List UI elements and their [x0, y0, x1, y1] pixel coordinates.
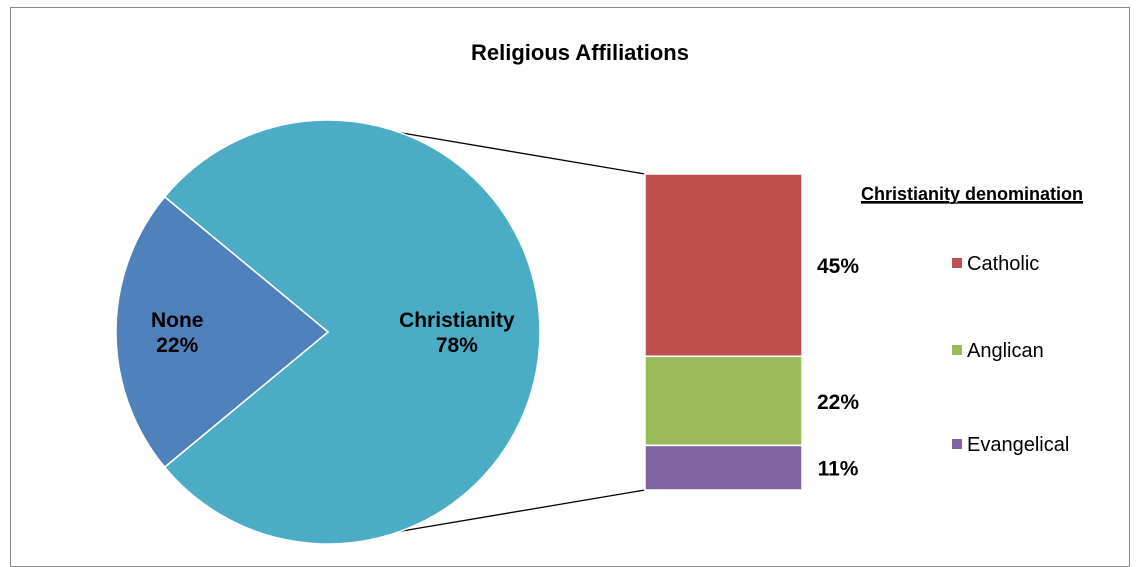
legend-label-catholic: Catholic — [967, 253, 1039, 275]
stacked-bar: 45% 22% 11% — [644, 173, 859, 491]
bar-segment-anglican — [644, 355, 803, 447]
pie-slice-none — [115, 195, 330, 469]
bar-value-label-anglican: 22% — [817, 391, 859, 414]
bar-value-label-catholic: 45% — [817, 255, 859, 278]
legend-swatch-evangelical — [952, 439, 962, 449]
pie-value-label-none: 22% — [156, 334, 198, 357]
bar-segment-catholic — [644, 173, 803, 358]
legend: Christianity denomination Catholic Anglica… — [860, 184, 1084, 456]
connector-lines — [400, 132, 646, 532]
legend-title: Christianity denomination — [861, 184, 1083, 204]
bar-segment-evangelical — [644, 444, 803, 491]
legend-label-evangelical: Evangelical — [967, 434, 1069, 456]
pie-value-label-christianity: 78% — [436, 334, 478, 357]
chart-title: Religious Affiliations — [471, 40, 689, 65]
legend-swatch-catholic — [952, 258, 962, 268]
pie-label-none: None — [151, 309, 204, 332]
pie-label-christianity: Christianity — [399, 309, 515, 332]
connector-line-top — [400, 132, 646, 175]
legend-label-anglican: Anglican — [967, 340, 1044, 362]
legend-swatch-anglican — [952, 345, 962, 355]
pie-slice-christianity — [163, 119, 541, 545]
connector-line-bottom — [400, 489, 646, 532]
bar-value-label-evangelical: 11% — [818, 458, 859, 481]
